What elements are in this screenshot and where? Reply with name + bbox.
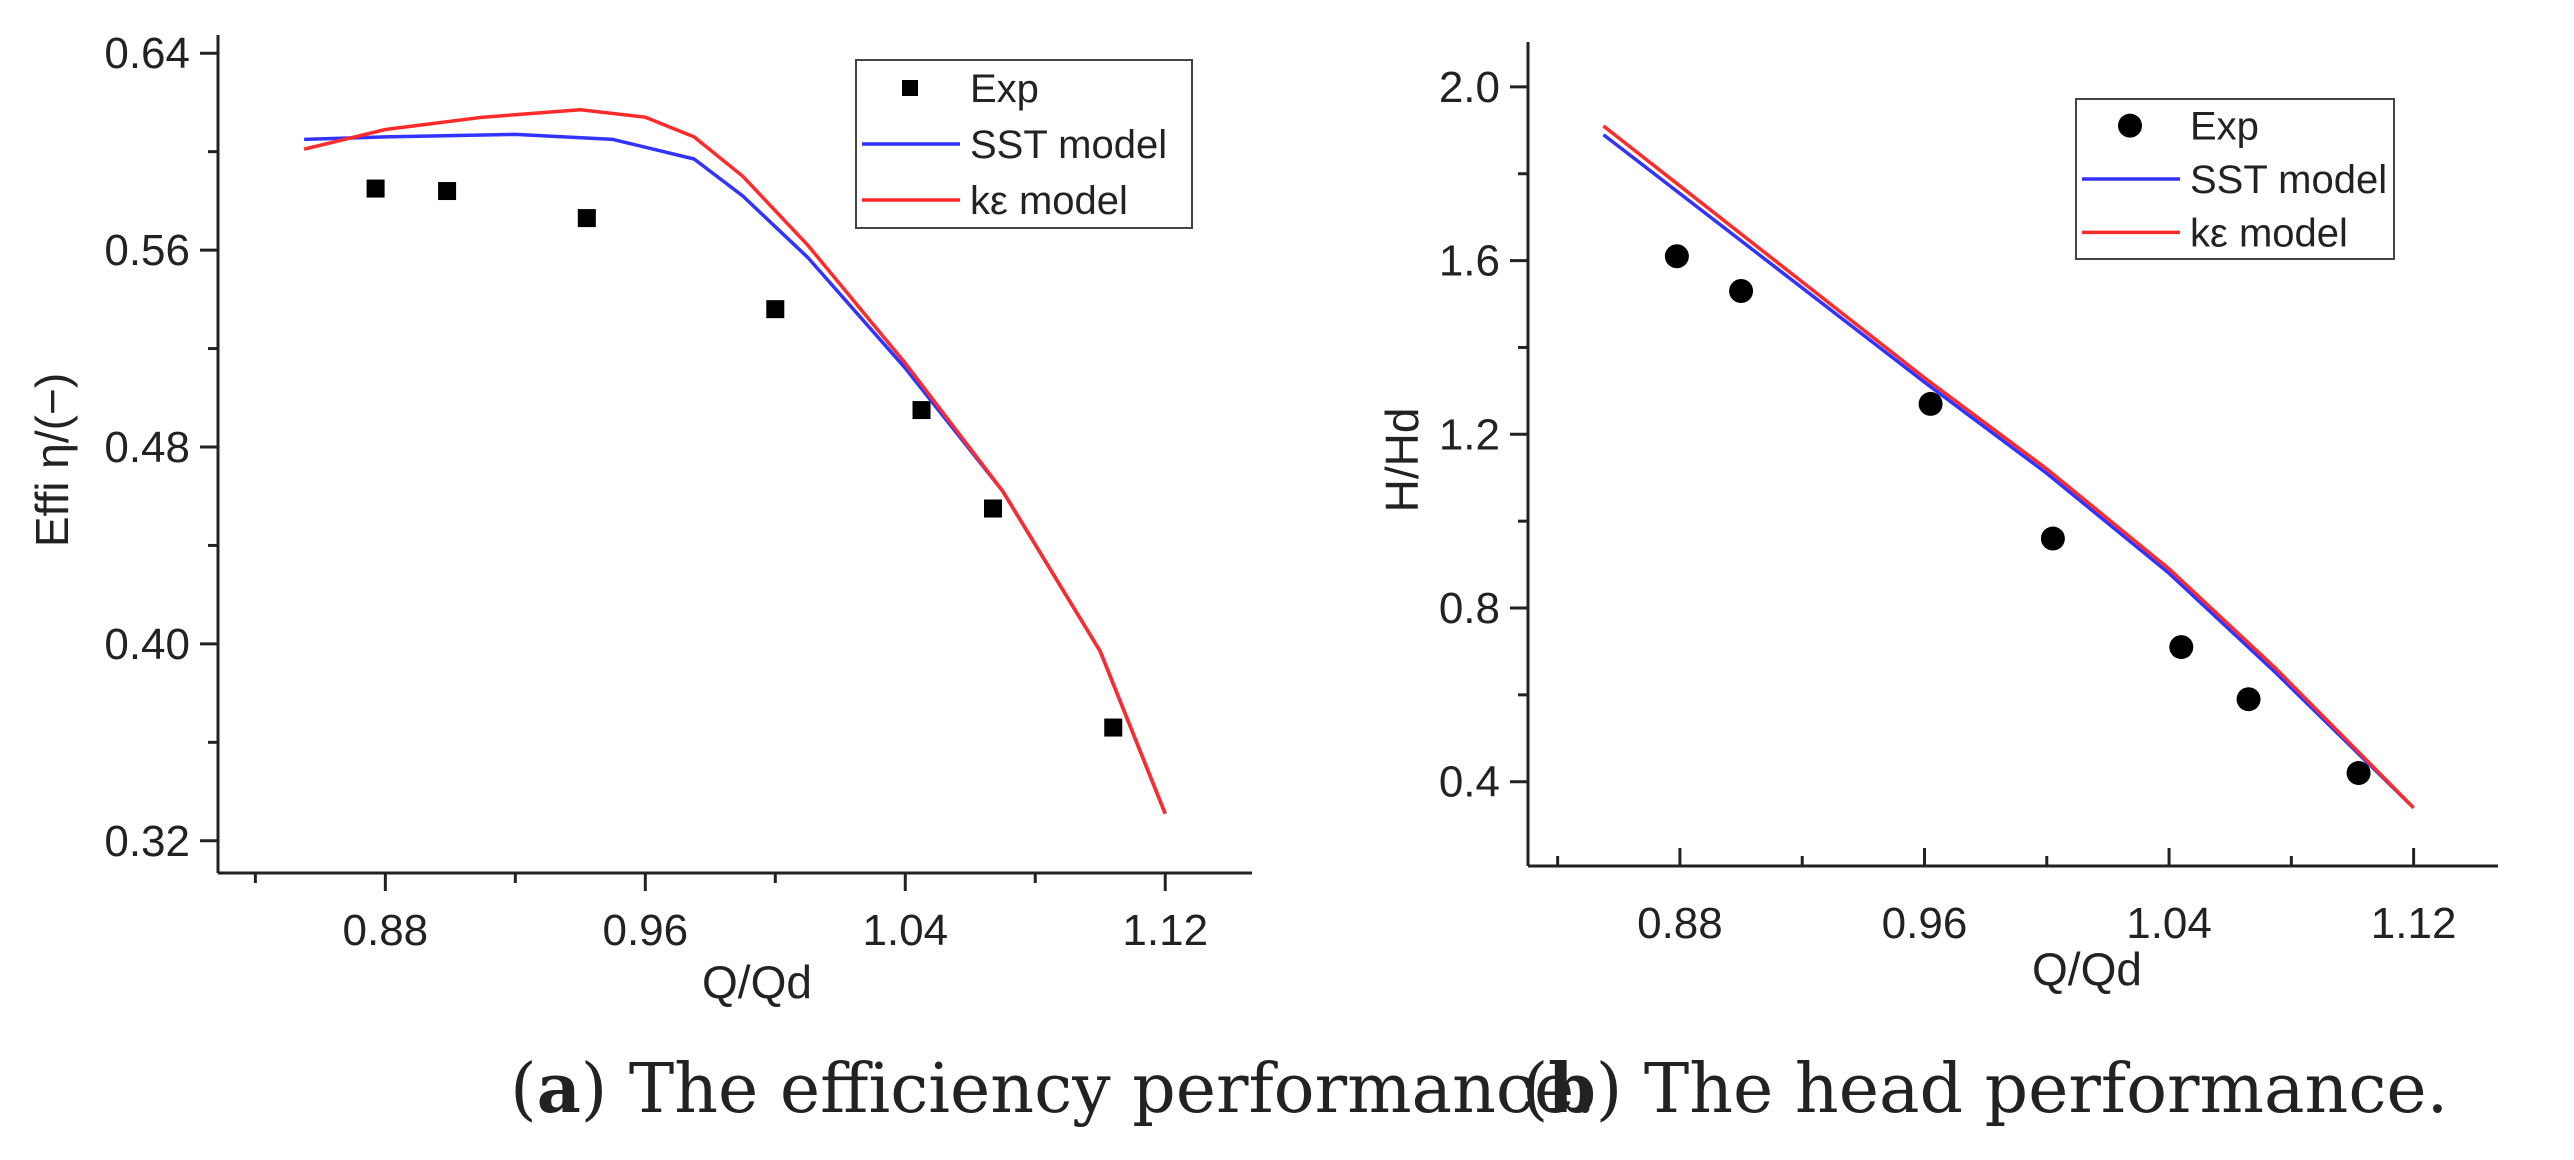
data-point [1104, 718, 1123, 737]
y-tick-label: 2.0 [1439, 63, 1500, 112]
x-tick-label: 0.88 [1637, 899, 1723, 948]
y-tick-label: 0.64 [104, 29, 190, 78]
y-tick-label: 0.48 [104, 423, 190, 472]
caption-b: (b) The head performance. [1522, 1049, 2449, 1129]
data-point [2169, 635, 2194, 660]
series-exp [366, 179, 1123, 737]
legend: Exp SST model kε model [855, 59, 1193, 229]
y-tick-label: 0.8 [1439, 584, 1500, 633]
caption-b-label: b [1548, 1049, 1596, 1129]
y-tick-label: 0.4 [1439, 758, 1500, 807]
caption-a-label: a [537, 1049, 581, 1129]
x-tick-label: 0.88 [343, 906, 429, 955]
series-line [304, 132, 1167, 815]
data-point [1729, 279, 1754, 304]
legend-label: SST model [2190, 158, 2387, 202]
x-tick-label: 0.96 [602, 906, 688, 955]
caption-a: (a) The efficiency performance. [510, 1049, 1596, 1129]
data-point [577, 209, 596, 228]
caption-a-text: ) The efficiency performance. [581, 1050, 1596, 1129]
caption-b-text: ) The head performance. [1596, 1050, 2449, 1129]
legend-label: SST model [970, 123, 1167, 167]
y-tick-label: 1.2 [1439, 410, 1500, 459]
x-axis-title: Q/Qd [702, 956, 812, 1008]
data-point [766, 300, 785, 319]
legend-label: Exp [970, 67, 1039, 111]
series-k-model [1602, 124, 2415, 810]
y-axis-title: H/Hd [1376, 408, 1428, 513]
data-point [2346, 761, 2371, 786]
legend-label: Exp [2190, 105, 2259, 149]
series-k-model [303, 108, 1167, 815]
data-point [2236, 687, 2261, 712]
series-line [1602, 133, 2415, 810]
y-tick-label: 0.40 [104, 620, 190, 669]
legend-label: kε model [970, 179, 1128, 223]
plot-head: 0.88 0.96 1.04 1.12 0.4 0.8 1.2 1.6 2.0 Q/Qd H/Hd E… [1376, 42, 2498, 995]
series-exp [1664, 244, 2371, 786]
data-point [366, 179, 385, 198]
y-tick-label: 0.56 [104, 226, 190, 275]
x-tick-label: 1.12 [1122, 906, 1208, 955]
data-point [912, 401, 931, 420]
series-sst-model [1602, 133, 2415, 810]
series-line [303, 108, 1167, 815]
y-axis-title: Effi η/(−) [26, 373, 78, 547]
x-tick-label: 0.96 [1882, 899, 1968, 948]
legend-swatch-marker [902, 80, 918, 96]
y-tick-label: 1.6 [1439, 237, 1500, 286]
x-tick-label: 1.04 [2126, 899, 2212, 948]
series-sst-model [304, 132, 1167, 815]
data-point [1664, 244, 1689, 269]
data-point [1918, 391, 1943, 416]
x-tick-label: 1.12 [2371, 899, 2457, 948]
legend: Exp SST model kε model [2075, 98, 2395, 260]
data-point [2040, 526, 2065, 551]
series-line [1602, 124, 2415, 810]
data-point [984, 499, 1003, 518]
plot-efficiency: 0.88 0.96 1.04 1.12 0.32 0.40 0.48 0.56 0.64 Q/Qd… [26, 29, 1252, 1008]
x-axis-title: Q/Qd [2032, 943, 2142, 995]
data-point [438, 182, 457, 201]
legend-label: kε model [2190, 211, 2348, 255]
x-tick-label: 1.04 [862, 906, 948, 955]
legend-swatch-marker [2118, 113, 2142, 138]
y-tick-label: 0.32 [104, 817, 190, 866]
